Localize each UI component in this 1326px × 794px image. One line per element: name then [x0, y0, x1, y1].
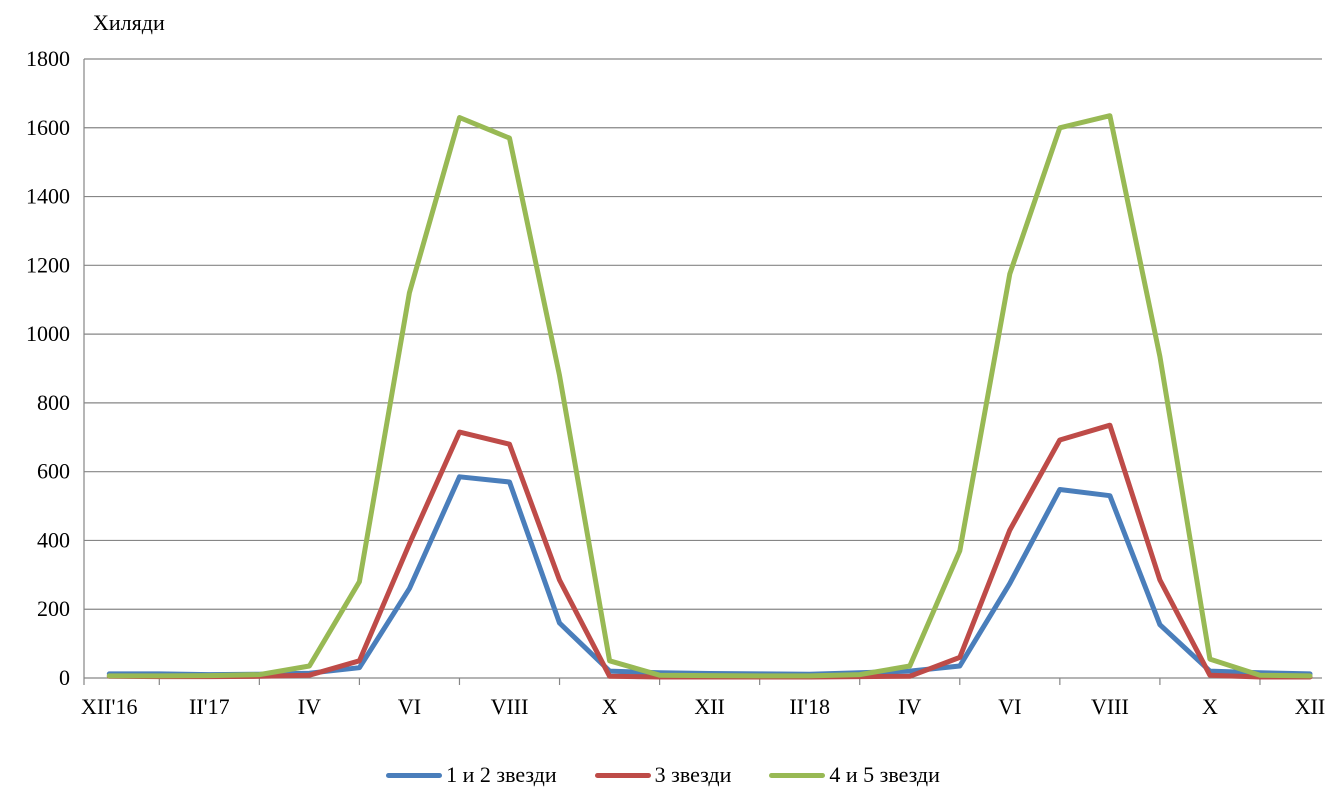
y-tick-label-1: 200	[37, 596, 70, 621]
legend-item-2: 3 звезди	[594, 762, 732, 788]
x-tick-label-1: II'17	[189, 694, 230, 719]
x-tick-label-6: XII	[694, 694, 725, 719]
y-tick-label-8: 1600	[26, 115, 70, 140]
legend-item-1: 1 и 2 звезди	[386, 762, 557, 788]
x-tick-label-11: X	[1202, 694, 1218, 719]
legend-swatch-3	[769, 772, 826, 778]
legend-swatch-2	[594, 772, 651, 778]
y-tick-label-2: 400	[37, 527, 70, 552]
x-tick-label-12: XII	[1295, 694, 1326, 719]
legend-label-2: 3 звезди	[654, 762, 732, 787]
x-tick-label-5: X	[602, 694, 618, 719]
x-tick-label-0: XII'16	[81, 694, 138, 719]
x-tick-label-2: IV	[298, 694, 321, 719]
line-chart: 0 200 400 600 800 1000 1200 1400 1600 1800 XII'16 I…	[26, 46, 1326, 719]
y-tick-label-4: 800	[37, 390, 70, 415]
y-axis-title: Хиляди	[93, 10, 165, 35]
legend-label-1: 1 и 2 звезди	[446, 762, 557, 787]
x-tick-label-4: VIII	[491, 694, 529, 719]
y-tick-label-3: 600	[37, 459, 70, 484]
x-tick-label-10: VIII	[1091, 694, 1129, 719]
y-tick-label-6: 1200	[26, 252, 70, 277]
legend-label-3: 4 и 5 звезди	[829, 762, 940, 787]
series-line-1	[106, 474, 1313, 678]
legend-swatch-1	[386, 772, 443, 778]
x-tick-label-9: VI	[998, 694, 1021, 719]
x-tick-label-3: VI	[398, 694, 421, 719]
legend-item-3: 4 и 5 звезди	[769, 762, 940, 788]
y-tick-label-0: 0	[59, 665, 70, 690]
legend: 1 и 2 звезди 3 звезди 4 и 5 звезди	[0, 762, 1326, 788]
y-tick-label-5: 1000	[26, 321, 70, 346]
x-tick-label-8: IV	[898, 694, 921, 719]
x-tick-label-7: II'18	[789, 694, 830, 719]
y-tick-label-7: 1400	[26, 184, 70, 209]
y-tick-label-9: 1800	[26, 46, 70, 71]
series-line-3	[106, 113, 1313, 679]
